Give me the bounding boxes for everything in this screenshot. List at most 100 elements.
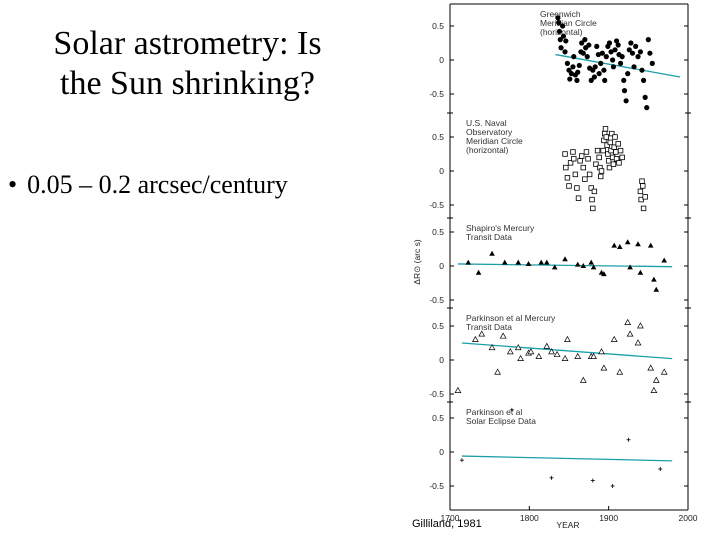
data-point xyxy=(599,50,605,56)
data-point xyxy=(535,352,543,359)
data-point xyxy=(617,147,624,154)
data-point xyxy=(572,171,579,178)
y-tick-label: 0 xyxy=(439,55,444,65)
data-point xyxy=(596,71,602,77)
trend-line xyxy=(555,53,681,78)
data-point xyxy=(610,484,615,488)
panel-label: U.S. Naval xyxy=(466,118,507,128)
data-point xyxy=(647,364,655,371)
panel-label: Observatory xyxy=(466,127,513,137)
panel-label: Meridian Circle xyxy=(540,18,597,28)
data-point xyxy=(614,38,620,44)
data-point xyxy=(594,43,600,50)
data-point xyxy=(601,271,607,277)
data-point xyxy=(608,49,614,55)
data-point xyxy=(506,348,514,355)
data-point xyxy=(489,250,495,256)
data-point xyxy=(527,348,535,355)
data-point xyxy=(567,160,574,166)
y-tick-label: 0.5 xyxy=(432,413,444,423)
data-point xyxy=(555,15,561,21)
data-point xyxy=(514,344,522,351)
data-point xyxy=(615,42,621,48)
title-line-1: Solar astrometry: Is xyxy=(53,25,322,62)
data-point xyxy=(611,242,618,248)
data-point xyxy=(628,40,634,46)
data-point xyxy=(589,196,595,203)
data-point xyxy=(499,332,507,339)
data-point xyxy=(494,368,501,375)
data-point xyxy=(501,259,508,265)
data-point xyxy=(509,407,514,412)
y-tick-label: 0.5 xyxy=(432,21,444,31)
data-point xyxy=(579,40,585,46)
data-point xyxy=(605,151,611,157)
data-point xyxy=(600,364,608,371)
y-tick-label: 0.5 xyxy=(432,227,444,237)
data-point xyxy=(563,164,569,171)
data-point xyxy=(595,51,601,58)
x-tick-label: 1800 xyxy=(520,513,539,523)
data-point xyxy=(612,47,618,53)
y-tick-label: 0 xyxy=(439,261,444,271)
data-point xyxy=(580,164,586,171)
data-point xyxy=(609,130,615,137)
data-point xyxy=(625,71,631,77)
bullet-marker: • xyxy=(8,170,18,199)
data-point xyxy=(558,45,564,51)
data-point xyxy=(582,37,588,43)
data-point xyxy=(626,330,634,337)
data-point xyxy=(610,161,617,167)
data-point xyxy=(459,458,464,463)
data-point xyxy=(568,71,574,77)
bullet-text: 0.05 – 0.2 arcsec/century xyxy=(27,170,288,199)
y-tick-label: -0.5 xyxy=(429,481,444,491)
data-point xyxy=(642,194,648,200)
data-point xyxy=(564,60,571,66)
slide-title: Solar astrometry: Is the Sun shrinking? xyxy=(0,24,375,104)
x-tick-label: 2000 xyxy=(679,513,698,523)
data-point xyxy=(624,239,631,245)
data-point xyxy=(660,368,668,375)
data-point xyxy=(570,64,576,70)
data-point xyxy=(454,386,462,393)
data-point xyxy=(603,134,609,140)
data-point xyxy=(582,176,588,182)
x-tick-label: 1700 xyxy=(441,513,460,523)
panel-label: Parkinson et al Mercury xyxy=(466,313,556,323)
data-point xyxy=(610,57,616,63)
data-point xyxy=(616,160,622,166)
data-point xyxy=(580,263,587,268)
data-point xyxy=(621,77,627,83)
data-point xyxy=(606,164,613,171)
data-point xyxy=(571,156,577,162)
data-point xyxy=(574,261,581,267)
panel-label: Transit Data xyxy=(466,232,512,242)
data-point xyxy=(560,23,566,29)
data-point xyxy=(576,62,582,69)
data-point xyxy=(590,352,597,359)
y-tick-label: -0.5 xyxy=(429,89,444,99)
data-point xyxy=(590,264,597,270)
data-point xyxy=(591,74,597,80)
x-axis-label: YEAR xyxy=(556,520,579,530)
data-point xyxy=(610,64,617,70)
data-point xyxy=(598,60,604,66)
data-point xyxy=(626,437,631,442)
data-point xyxy=(567,76,573,82)
data-point xyxy=(640,205,647,212)
data-point xyxy=(588,185,594,191)
data-point xyxy=(605,158,612,164)
data-point xyxy=(606,40,613,46)
data-point xyxy=(627,264,633,270)
data-point xyxy=(560,33,567,39)
data-point xyxy=(571,54,577,60)
data-point xyxy=(585,156,591,162)
data-point xyxy=(635,241,641,247)
data-point xyxy=(616,368,624,375)
data-point xyxy=(642,94,648,100)
data-point xyxy=(592,64,598,70)
panel-label: Greenwich xyxy=(540,9,581,19)
data-point xyxy=(586,171,593,178)
